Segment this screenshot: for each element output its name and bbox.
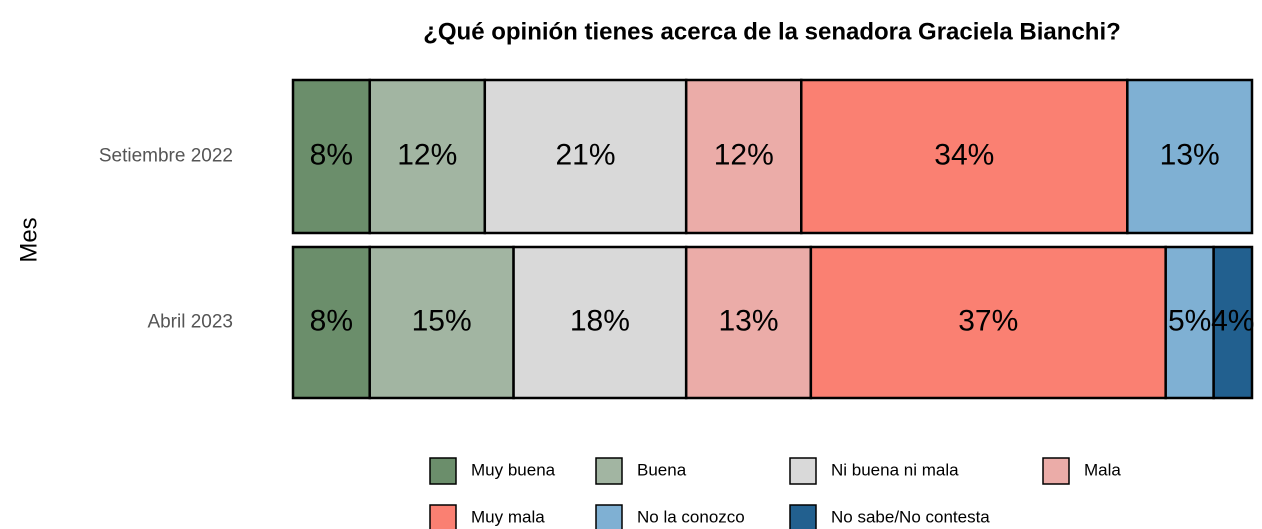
legend-label: Mala [1084, 460, 1121, 479]
legend-key [429, 457, 457, 485]
data-label: 8% [310, 304, 353, 337]
data-label: 34% [934, 138, 994, 171]
legend-key [789, 504, 817, 529]
bar-segment [684, 245, 813, 400]
legend-key [789, 457, 817, 485]
bar-segment [800, 78, 1129, 235]
bar-segment [1164, 245, 1215, 400]
bar-segment [1126, 78, 1254, 235]
legend-key [429, 504, 457, 529]
y-tick-label: Abril 2023 [147, 312, 233, 333]
bar-segment [1212, 245, 1254, 400]
data-label: 12% [714, 138, 774, 171]
data-label: 13% [719, 304, 779, 337]
data-label: 21% [555, 138, 615, 171]
y-axis-label: Mes [15, 217, 42, 262]
data-label: 13% [1160, 138, 1220, 171]
data-label: 4% [1211, 304, 1254, 337]
bar-segment [368, 245, 515, 400]
bar-segment [291, 78, 371, 235]
legend-label: No la conozco [637, 507, 745, 526]
data-label: 37% [958, 304, 1018, 337]
chart-title: ¿Qué opinión tienes acerca de la senador… [423, 18, 1121, 45]
y-tick-label: Setiembre 2022 [99, 146, 233, 167]
data-label: 5% [1168, 304, 1211, 337]
legend-key [595, 457, 623, 485]
legend-label: No sabe/No contesta [831, 507, 990, 526]
bar-segment [368, 78, 487, 235]
data-label: 8% [310, 138, 353, 171]
legend-label: Muy buena [471, 460, 556, 479]
legend-label: Buena [637, 460, 687, 479]
data-label: 18% [570, 304, 630, 337]
bar-segment [483, 78, 688, 235]
legend-label: Ni buena ni mala [831, 460, 959, 479]
data-label: 12% [397, 138, 457, 171]
data-label: 15% [412, 304, 472, 337]
legend-label: Muy mala [471, 507, 545, 526]
bar-segment [291, 245, 371, 400]
bar-segment [512, 245, 688, 400]
legend-key [595, 504, 623, 529]
legend-key [1042, 457, 1070, 485]
